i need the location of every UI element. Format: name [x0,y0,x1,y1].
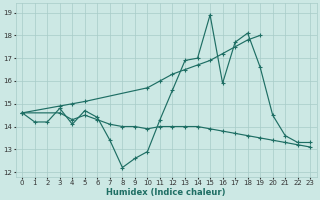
X-axis label: Humidex (Indice chaleur): Humidex (Indice chaleur) [107,188,226,197]
